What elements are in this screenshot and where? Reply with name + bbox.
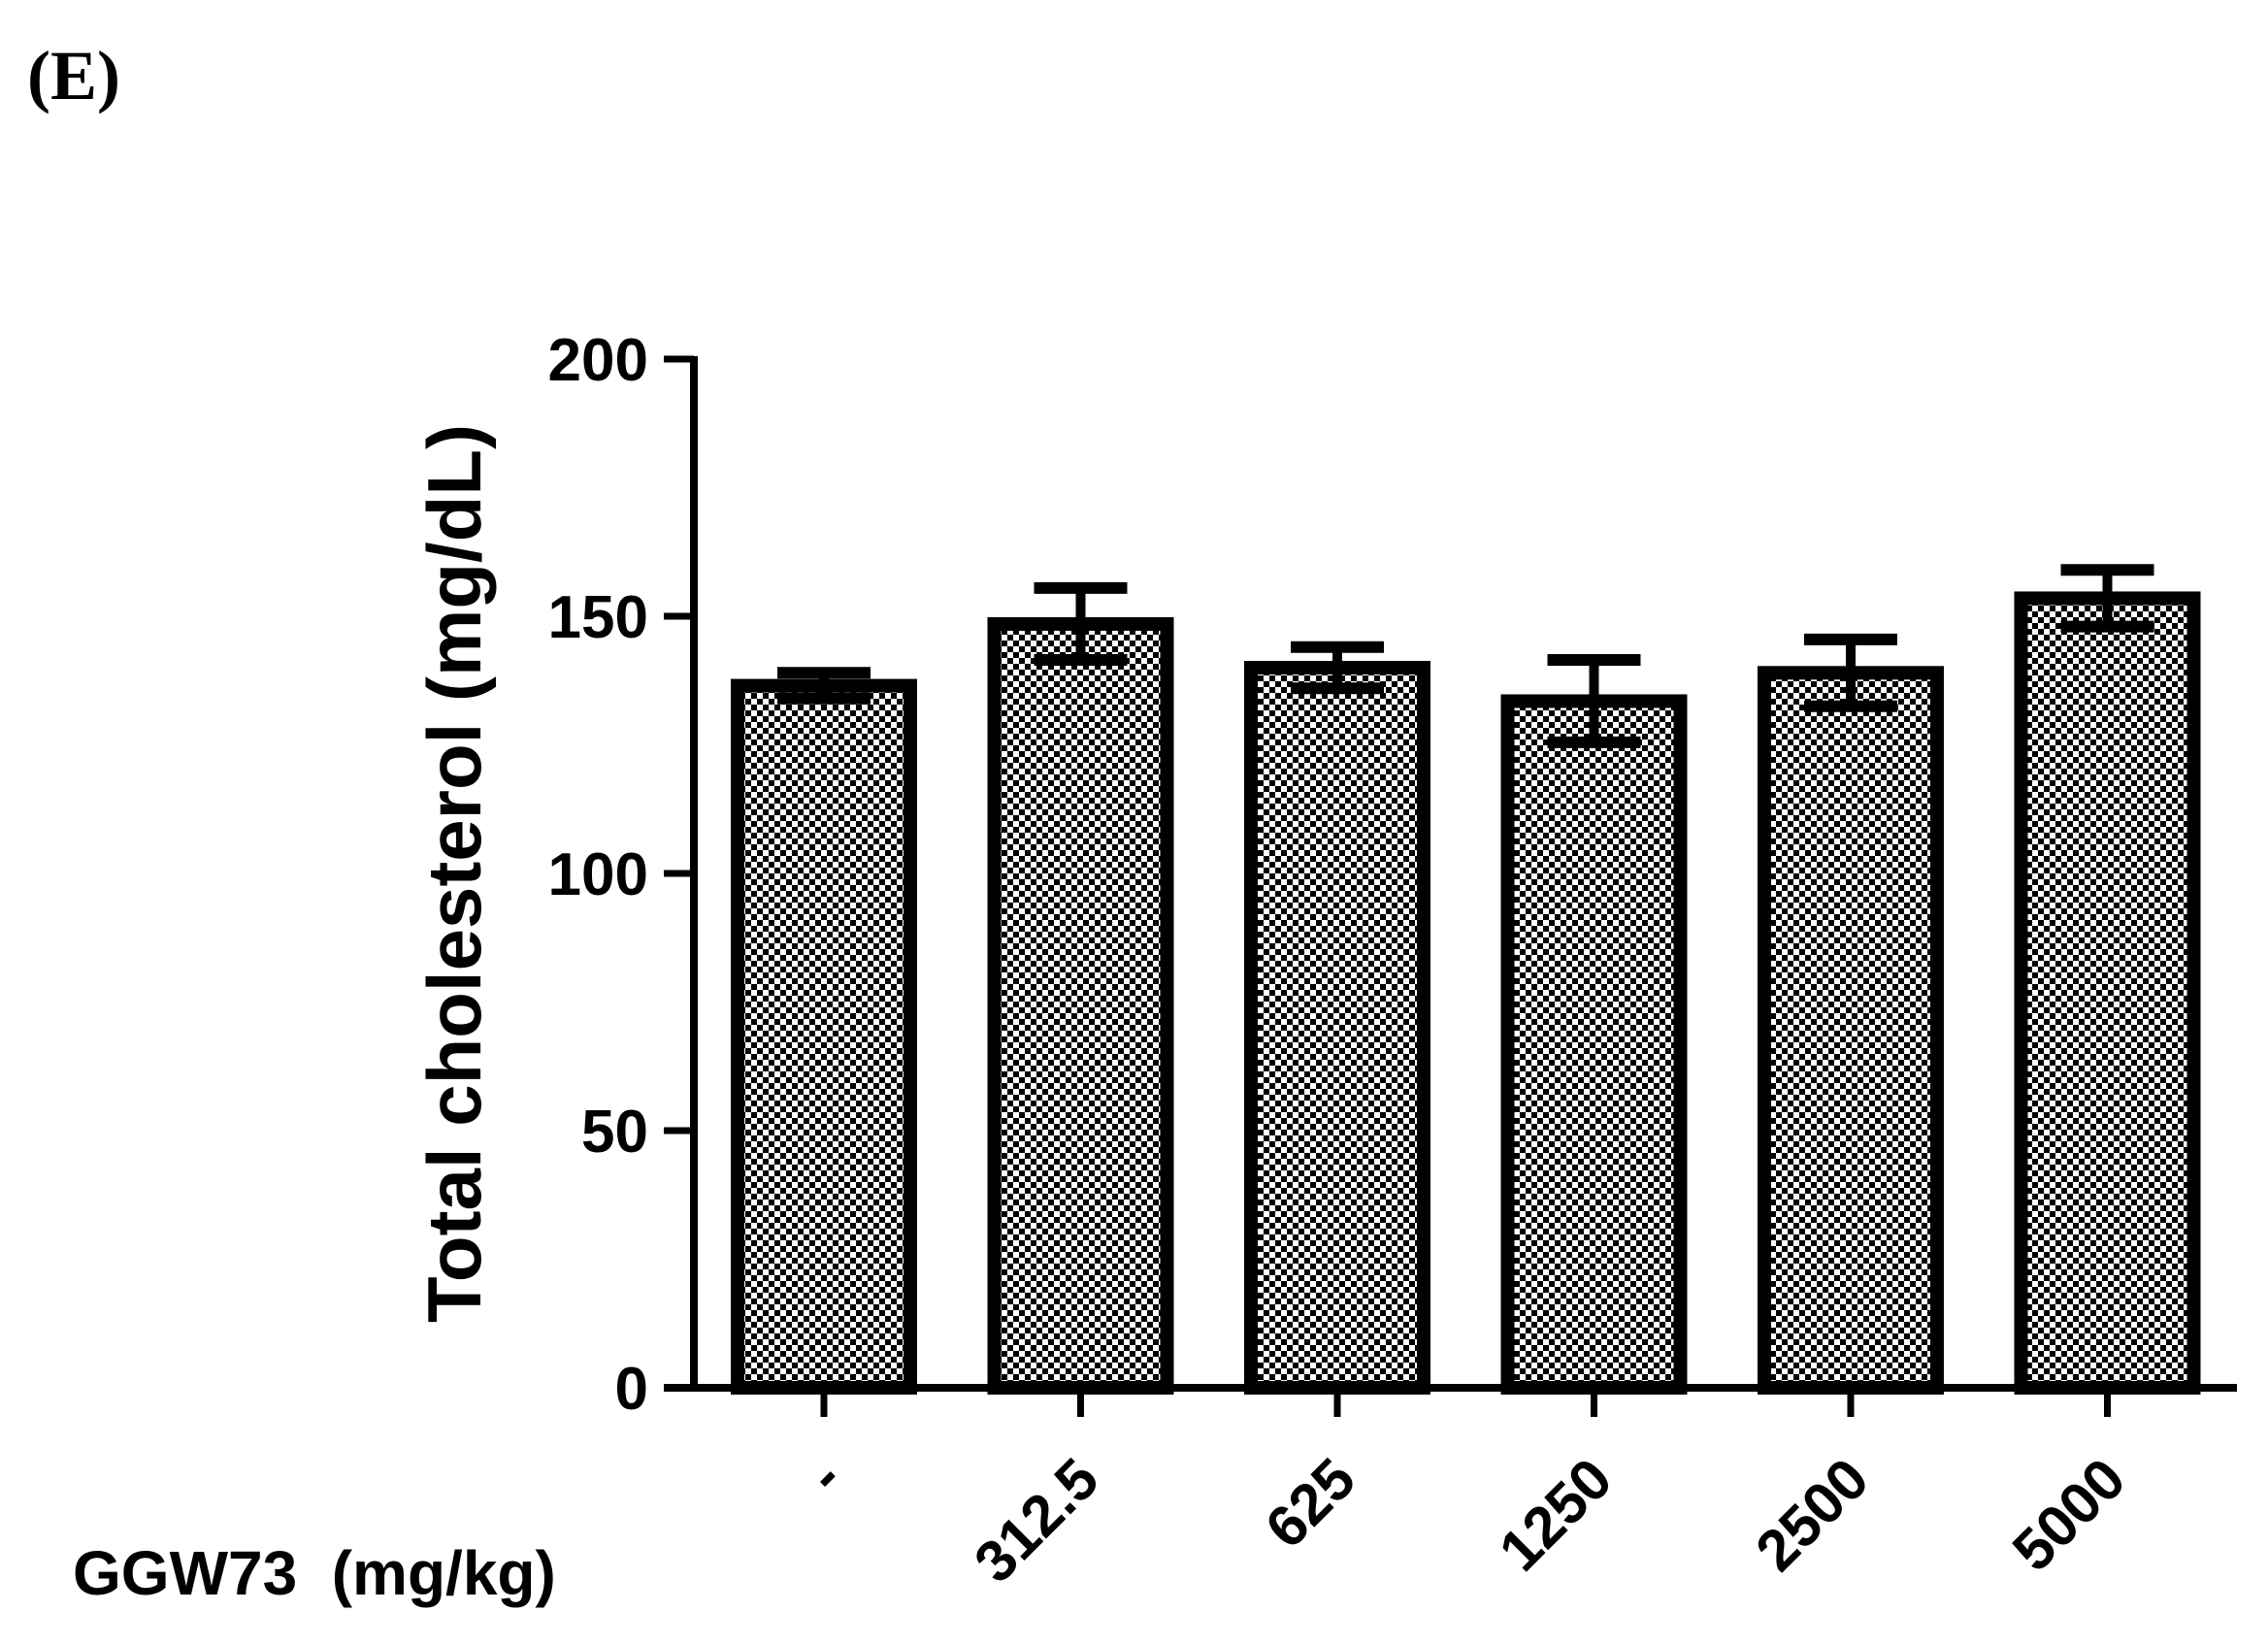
bar <box>2014 591 2201 1395</box>
x-tick-label: 1250 <box>1487 1446 1625 1584</box>
y-tick-label: 200 <box>548 327 648 394</box>
bar <box>1758 666 1944 1395</box>
bar <box>987 616 1174 1395</box>
x-tick-label: 2500 <box>1743 1446 1881 1584</box>
y-tick-label: 0 <box>615 1356 648 1423</box>
panel-label: (E) <box>27 37 120 115</box>
bar <box>1244 661 1430 1395</box>
bar <box>731 678 917 1395</box>
x-tick-label: 312.5 <box>962 1446 1111 1595</box>
x-tick-label: 5000 <box>2000 1446 2138 1584</box>
y-tick-label: 100 <box>548 841 648 908</box>
x-axis-title: GGW73 (mg/kg) <box>73 1538 556 1608</box>
bar <box>1500 694 1688 1395</box>
plot-area: 0 50 100 150 200 - 312.5 625 1250 2500 5000 Total c… <box>73 327 2237 1608</box>
y-tick-label: 150 <box>548 584 648 651</box>
y-axis-title: Total cholesterol (mg/dL) <box>411 424 497 1323</box>
y-tick-label: 50 <box>581 1099 648 1166</box>
x-tick-label: - <box>795 1446 855 1506</box>
x-tick-label: 625 <box>1253 1446 1367 1561</box>
